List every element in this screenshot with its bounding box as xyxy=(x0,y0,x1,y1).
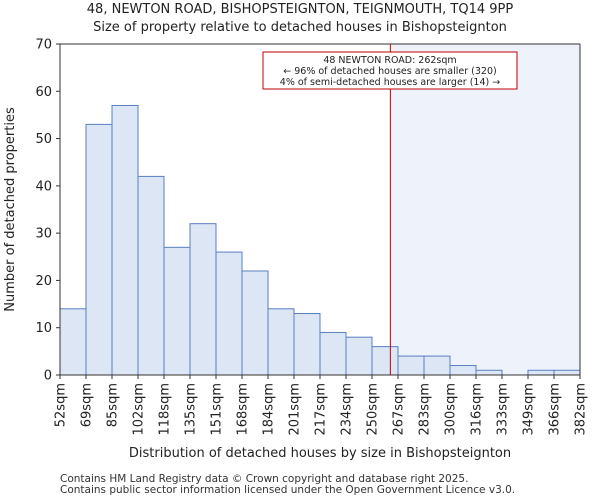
bar-267sqm xyxy=(397,355,425,376)
x-tick-label: 349sqm xyxy=(522,383,537,436)
highlight-region xyxy=(390,44,580,375)
annotation-line-1: 48 NEWTON ROAD: 262sqm xyxy=(323,55,456,66)
x-tick-label: 102sqm xyxy=(132,383,147,436)
y-tick-label: 70 xyxy=(35,38,52,53)
x-tick-label: 217sqm xyxy=(314,383,329,436)
annotation-box xyxy=(262,51,518,90)
annotation-line-3: 4% of semi-detached houses are larger (1… xyxy=(280,77,500,88)
bar-69sqm xyxy=(85,123,113,376)
y-tick-label: 0 xyxy=(44,369,52,384)
x-tick-label: 250sqm xyxy=(366,383,381,436)
bar-102sqm xyxy=(137,175,165,376)
x-tick-label: 234sqm xyxy=(340,383,355,436)
x-tick-label: 52sqm xyxy=(54,383,69,427)
bar-300sqm xyxy=(449,365,477,376)
x-tick-label: 283sqm xyxy=(418,383,433,436)
footer-line-2: Contains public sector information licen… xyxy=(60,484,516,496)
bar-349sqm xyxy=(527,369,555,376)
bar-135sqm xyxy=(189,223,217,376)
bar-85sqm xyxy=(111,104,139,376)
x-tick-label: 366sqm xyxy=(548,383,563,436)
x-tick-label: 184sqm xyxy=(262,383,277,436)
y-tick-label: 40 xyxy=(35,179,52,194)
y-axis-label: Number of detached properties xyxy=(3,107,18,312)
x-tick-label: 118sqm xyxy=(158,383,173,436)
bar-316sqm xyxy=(475,369,503,376)
x-tick-label: 267sqm xyxy=(392,383,407,436)
bar-217sqm xyxy=(319,331,347,376)
y-tick-label: 10 xyxy=(35,321,52,336)
bar-283sqm xyxy=(423,355,451,376)
bar-250sqm xyxy=(371,346,399,376)
bar-151sqm xyxy=(215,251,243,376)
y-tick-label: 60 xyxy=(35,85,52,100)
annotation-line-2: ← 96% of detached houses are smaller (32… xyxy=(283,66,496,77)
x-tick-label: 201sqm xyxy=(288,383,303,436)
x-tick-label: 85sqm xyxy=(106,383,121,427)
x-tick-label: 168sqm xyxy=(236,383,251,436)
x-tick-label: 69sqm xyxy=(80,383,95,427)
bar-52sqm xyxy=(59,308,87,376)
bar-366sqm xyxy=(553,369,581,376)
x-tick-label: 300sqm xyxy=(444,383,459,436)
x-tick-label: 135sqm xyxy=(184,383,199,436)
y-tick-label: 50 xyxy=(35,132,52,147)
x-tick-label: 333sqm xyxy=(496,383,511,436)
bar-118sqm xyxy=(163,246,191,376)
y-tick-label: 30 xyxy=(35,227,52,242)
x-tick-label: 382sqm xyxy=(574,383,589,436)
histogram-chart: 0 10 20 30 40 50 60 70 52sqm 69sqm 85sqm 102sqm 118s… xyxy=(3,38,589,462)
bar-201sqm xyxy=(293,313,321,376)
bar-234sqm xyxy=(345,336,373,376)
x-tick-label: 151sqm xyxy=(210,383,225,436)
footer-line-1: Contains HM Land Registry data © Crown c… xyxy=(60,473,469,485)
bar-168sqm xyxy=(241,270,269,376)
chart-title: 48, NEWTON ROAD, BISHOPSTEIGNTON, TEIGNM… xyxy=(86,2,514,17)
x-axis-label: Distribution of detached houses by size … xyxy=(129,446,511,461)
bar-184sqm xyxy=(267,308,295,376)
y-tick-label: 20 xyxy=(35,274,52,289)
x-tick-label: 316sqm xyxy=(470,383,485,436)
chart-subtitle: Size of property relative to detached ho… xyxy=(93,20,507,35)
